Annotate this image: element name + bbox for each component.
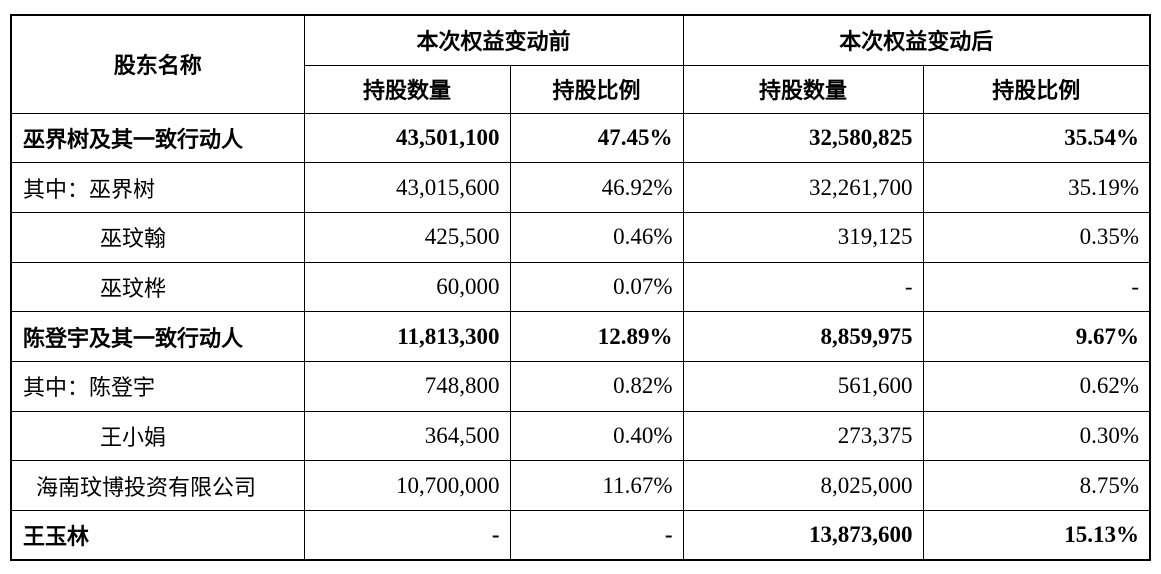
after-ratio-cell: 15.13% <box>922 510 1152 562</box>
before-shares-cell: 425,500 <box>303 211 511 263</box>
header-after-ratio: 持股比例 <box>922 64 1152 114</box>
after-ratio-cell: 0.62% <box>922 360 1152 412</box>
table-row: 其中：陈登宇 748,800 0.82% 561,600 0.62% <box>10 360 1152 412</box>
header-before-ratio: 持股比例 <box>509 64 684 114</box>
row-name: 巫界树及其一致行动人 <box>10 112 305 164</box>
table-row: 巫玟翰 425,500 0.46% 319,125 0.35% <box>10 211 1152 263</box>
header-shareholder-name: 股东名称 <box>10 14 305 114</box>
row-name: 其中：巫界树 <box>10 162 305 213</box>
after-shares-cell: 13,873,600 <box>682 510 924 562</box>
before-ratio-cell: 12.89% <box>509 311 684 362</box>
table-row: 陈登宇及其一致行动人 11,813,300 12.89% 8,859,975 9… <box>10 311 1152 362</box>
before-shares-cell: 43,015,600 <box>303 162 511 213</box>
before-ratio-cell: 47.45% <box>509 112 684 164</box>
after-ratio-cell: - <box>922 261 1152 313</box>
before-shares-cell: 43,501,100 <box>303 112 511 164</box>
after-shares-cell: 561,600 <box>682 360 924 412</box>
before-ratio-cell: - <box>509 510 684 562</box>
after-shares-cell: 273,375 <box>682 410 924 462</box>
header-before-shares: 持股数量 <box>303 64 511 114</box>
before-ratio-cell: 0.46% <box>509 211 684 263</box>
shareholding-change-table: 股东名称 本次权益变动前 本次权益变动后 持股数量 持股比例 持股数量 持股比例… <box>10 14 1152 562</box>
row-name: 巫玟桦 <box>10 261 305 313</box>
row-name: 王玉林 <box>10 510 305 562</box>
row-name: 其中：陈登宇 <box>10 360 305 412</box>
after-shares-cell: 319,125 <box>682 211 924 263</box>
header-before-change: 本次权益变动前 <box>303 14 684 66</box>
table-row: 王玉林 - - 13,873,600 15.13% <box>10 510 1152 562</box>
after-ratio-cell: 35.19% <box>922 162 1152 213</box>
before-ratio-cell: 0.82% <box>509 360 684 412</box>
table-row: 王小娟 364,500 0.40% 273,375 0.30% <box>10 410 1152 462</box>
after-shares-cell: 8,859,975 <box>682 311 924 362</box>
before-shares-cell: 10,700,000 <box>303 460 511 511</box>
before-shares-cell: - <box>303 510 511 562</box>
header-after-shares: 持股数量 <box>682 64 924 114</box>
before-ratio-cell: 46.92% <box>509 162 684 213</box>
before-ratio-cell: 0.40% <box>509 410 684 462</box>
after-ratio-cell: 0.35% <box>922 211 1152 263</box>
before-shares-cell: 748,800 <box>303 360 511 412</box>
shareholding-change-table-container: 股东名称 本次权益变动前 本次权益变动后 持股数量 持股比例 持股数量 持股比例… <box>10 14 1152 562</box>
row-name: 王小娟 <box>10 410 305 462</box>
after-ratio-cell: 9.67% <box>922 311 1152 362</box>
before-ratio-cell: 0.07% <box>509 261 684 313</box>
after-shares-cell: 8,025,000 <box>682 460 924 511</box>
row-name: 巫玟翰 <box>10 211 305 263</box>
table-row: 海南玟博投资有限公司 10,700,000 11.67% 8,025,000 8… <box>10 460 1152 511</box>
after-ratio-cell: 0.30% <box>922 410 1152 462</box>
header-after-change: 本次权益变动后 <box>682 14 1152 66</box>
after-shares-cell: - <box>682 261 924 313</box>
row-name: 陈登宇及其一致行动人 <box>10 311 305 362</box>
before-ratio-cell: 11.67% <box>509 460 684 511</box>
after-shares-cell: 32,580,825 <box>682 112 924 164</box>
before-shares-cell: 364,500 <box>303 410 511 462</box>
table-row: 巫界树及其一致行动人 43,501,100 47.45% 32,580,825 … <box>10 112 1152 164</box>
after-shares-cell: 32,261,700 <box>682 162 924 213</box>
before-shares-cell: 60,000 <box>303 261 511 313</box>
after-ratio-cell: 8.75% <box>922 460 1152 511</box>
table-row: 其中：巫界树 43,015,600 46.92% 32,261,700 35.1… <box>10 162 1152 213</box>
row-name: 海南玟博投资有限公司 <box>10 460 305 511</box>
before-shares-cell: 11,813,300 <box>303 311 511 362</box>
after-ratio-cell: 35.54% <box>922 112 1152 164</box>
table-row: 巫玟桦 60,000 0.07% - - <box>10 261 1152 313</box>
